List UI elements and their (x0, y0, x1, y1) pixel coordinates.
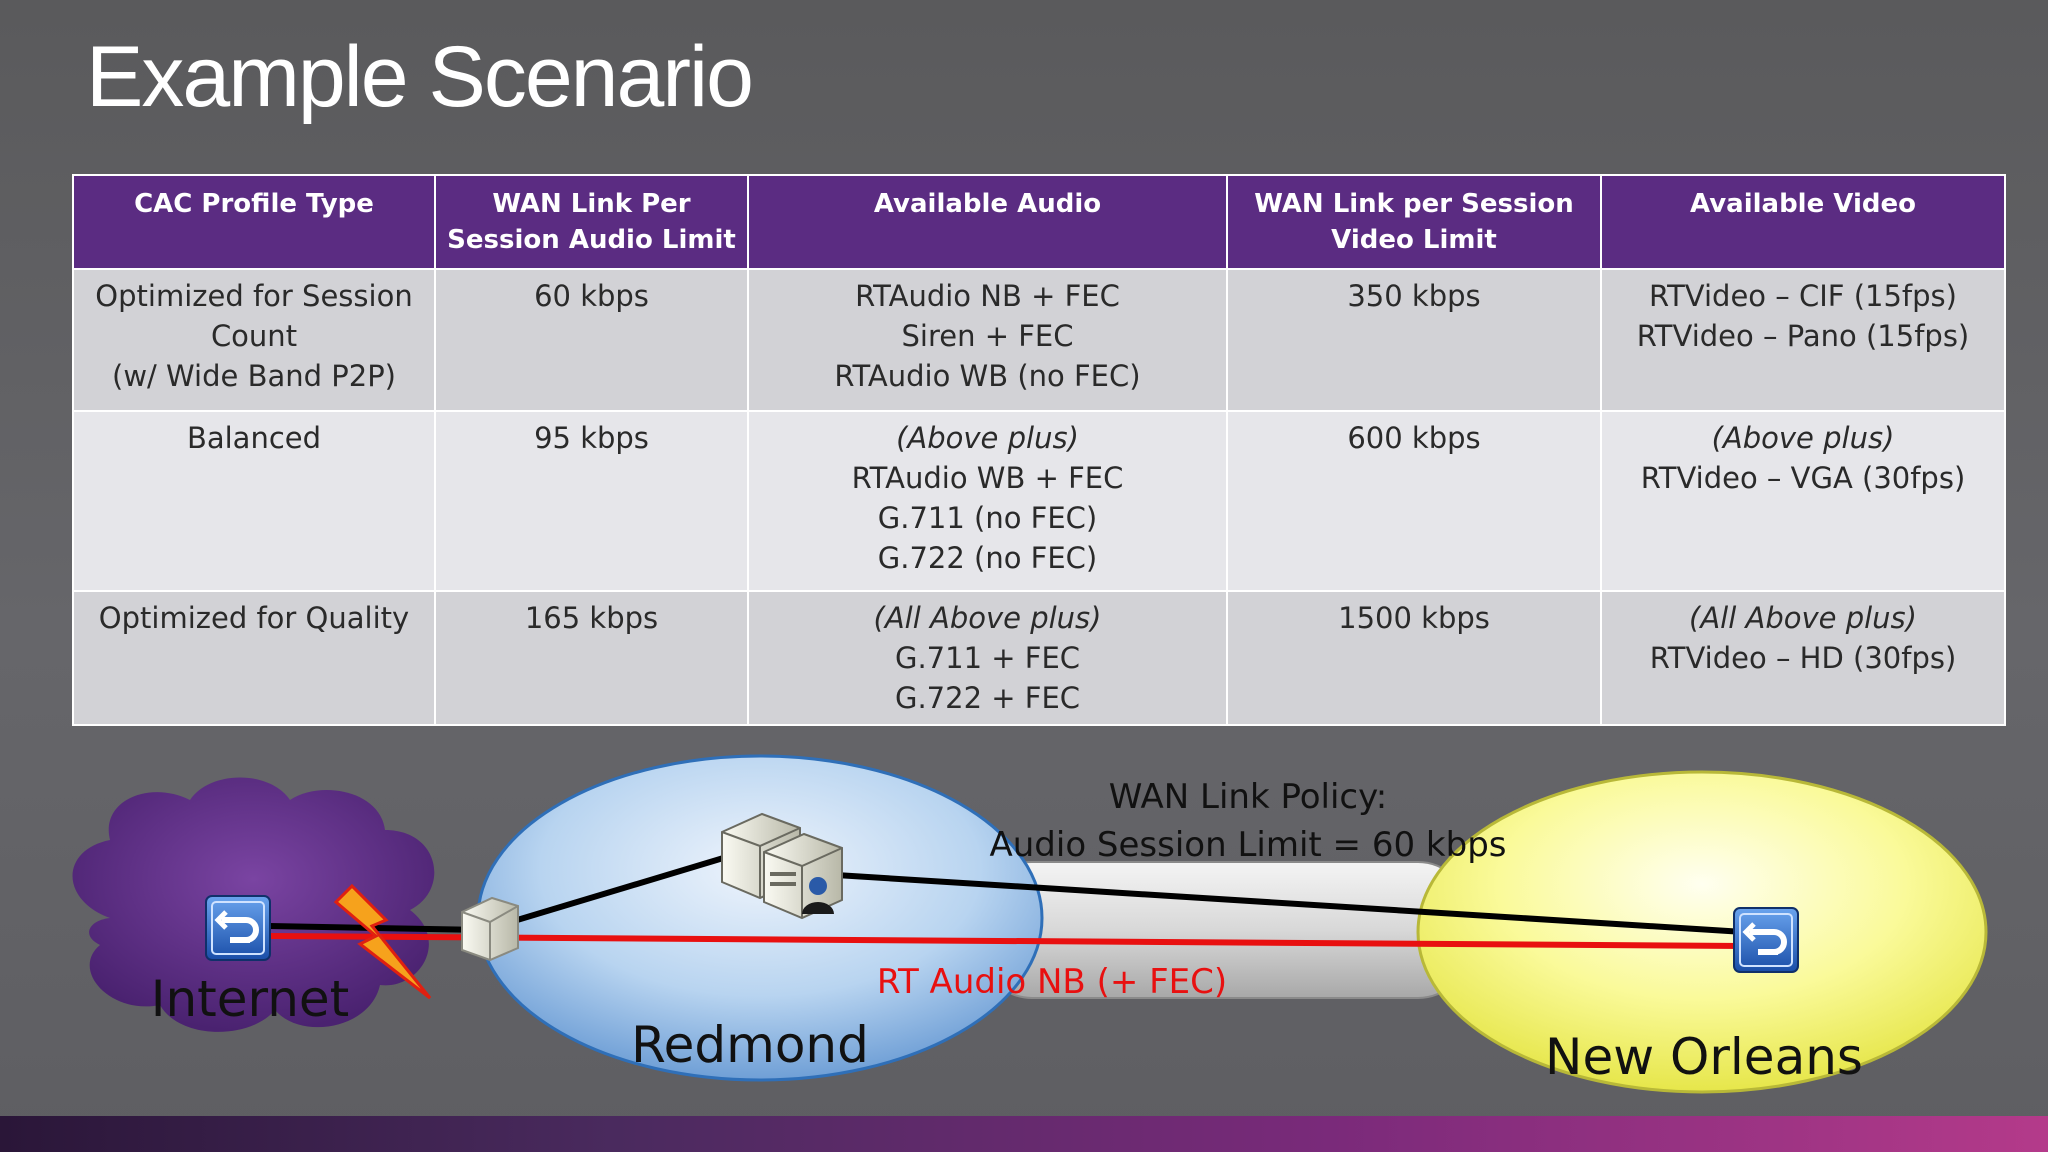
cell-line: RTVideo – VGA (30fps) (1640, 461, 1966, 495)
cell-video-limit: 600 kbps (1226, 410, 1602, 592)
cell-line: G.711 (no FEC) (877, 501, 1098, 535)
header-audio-limit: WAN Link Per Session Audio Limit (434, 174, 749, 270)
lightning-icon (333, 883, 432, 1000)
cell-line: RTVideo – CIF (15fps) (1649, 279, 1957, 313)
internet-label: Internet (151, 970, 350, 1028)
edge-server-icon (461, 896, 519, 962)
cell-line: Available Video (1690, 189, 1916, 219)
cell-line: G.722 + FEC (894, 681, 1081, 715)
cell-line: Siren + FEC (901, 319, 1074, 353)
cell-line: (w/ Wide Band P2P) (112, 359, 396, 393)
cell-video-intro: (All Above plus) (1689, 601, 1917, 635)
cell-line: RTVideo – Pano (15fps) (1636, 319, 1970, 353)
cell-line: Video Limit (1331, 225, 1497, 255)
redmond-servers-icon (721, 812, 843, 920)
cell-video-intro: (Above plus) (1711, 421, 1895, 455)
cell-video: (All Above plus) RTVideo – HD (30fps) (1600, 590, 2006, 726)
cac-profile-table: CAC Profile Type WAN Link Per Session Aud… (72, 174, 2006, 726)
cell-audio-intro: (All Above plus) (873, 601, 1102, 635)
table-row: Optimized for Quality 165 kbps (All Abov… (72, 590, 2006, 726)
cell-line: Session Audio Limit (447, 225, 736, 255)
cell-line: CAC Profile Type (134, 189, 374, 219)
cell-audio: RTAudio NB + FEC Siren + FEC RTAudio WB (n… (747, 268, 1228, 412)
cell-profile: Optimized for Session Count (w/ Wide Band … (72, 268, 436, 412)
cell-line: Count (210, 319, 298, 353)
cell-line: Available Audio (873, 189, 1102, 219)
cell-audio: (Above plus) RTAudio WB + FEC G.711 (no F… (747, 410, 1228, 592)
new-orleans-client-icon (1733, 907, 1799, 973)
internet-client-icon (205, 895, 271, 961)
cell-line: WAN Link Per (492, 189, 691, 219)
cell-line: Balanced (186, 421, 322, 455)
wan-policy-limit: Audio Session Limit = 60 kbps (989, 825, 1506, 865)
footer-bar (0, 1116, 2048, 1152)
table-row: Optimized for Session Count (w/ Wide Band … (72, 268, 2006, 412)
cell-line: G.711 + FEC (894, 641, 1081, 675)
cell-line: RTAudio WB (no FEC) (834, 359, 1141, 393)
cell-profile: Optimized for Quality (72, 590, 436, 726)
cell-line: WAN Link per Session (1254, 189, 1574, 219)
table-header-row: CAC Profile Type WAN Link Per Session Aud… (72, 174, 2006, 270)
cell-profile: Balanced (72, 410, 436, 592)
cell-audio-limit: 60 kbps (434, 268, 749, 412)
cell-line: Optimized for Session (95, 279, 413, 313)
cell-audio-intro: (Above plus) (896, 421, 1079, 455)
redmond-label: Redmond (631, 1016, 869, 1074)
slide-title: Example Scenario (86, 29, 754, 125)
cell-line: Optimized for Quality (98, 601, 410, 635)
new-orleans-label: New Orleans (1545, 1028, 1863, 1086)
wan-policy-title: WAN Link Policy: (1109, 777, 1387, 817)
signal-paths (269, 853, 1745, 935)
header-available-audio: Available Audio (747, 174, 1228, 270)
header-cac-profile-type: CAC Profile Type (72, 174, 436, 270)
cell-line: RTAudio WB + FEC (851, 461, 1124, 495)
cell-line: RTVideo – HD (30fps) (1649, 641, 1957, 675)
header-available-video: Available Video (1600, 174, 2006, 270)
cell-line: G.722 (no FEC) (877, 541, 1098, 575)
cell-video-limit: 1500 kbps (1226, 590, 1602, 726)
cell-audio-limit: 165 kbps (434, 590, 749, 726)
cell-video: (Above plus) RTVideo – VGA (30fps) (1600, 410, 2006, 592)
table-row: Balanced 95 kbps (Above plus) RTAudio WB… (72, 410, 2006, 592)
cell-line: RTAudio NB + FEC (855, 279, 1120, 313)
header-video-limit: WAN Link per Session Video Limit (1226, 174, 1602, 270)
cell-video-limit: 350 kbps (1226, 268, 1602, 412)
audio-flow-label: RT Audio NB (+ FEC) (877, 962, 1227, 1002)
cell-audio-limit: 95 kbps (434, 410, 749, 592)
cell-video: RTVideo – CIF (15fps) RTVideo – Pano (15f… (1600, 268, 2006, 412)
cell-audio: (All Above plus) G.711 + FEC G.722 + FEC (747, 590, 1228, 726)
